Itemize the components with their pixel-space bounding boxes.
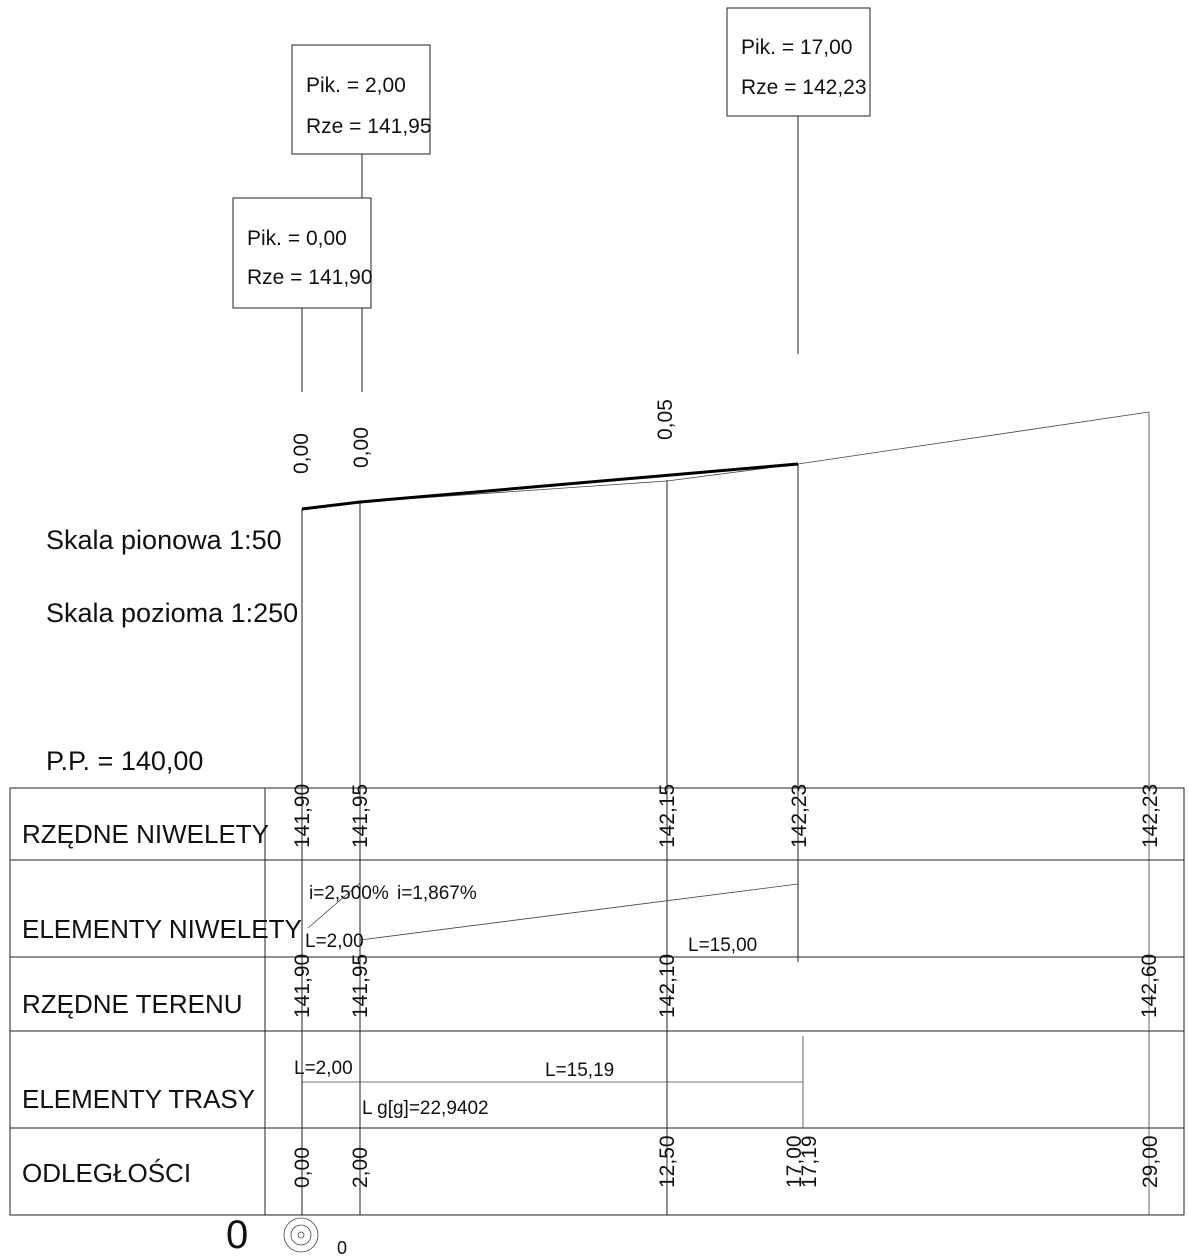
terrain-elevation: 141,95 [349, 954, 372, 1018]
grade-elevation: 141,95 [349, 784, 372, 848]
distance-label: 0,00 [291, 1147, 314, 1188]
station-target-icon [283, 1217, 319, 1253]
grade-elevation: 142,23 [1139, 784, 1162, 848]
terrain-elevation: 142,10 [656, 954, 679, 1018]
vertical-scale-label: Skala pionowa 1:50 [46, 525, 282, 555]
terrain-elevation: 142,60 [1138, 954, 1161, 1018]
slope-label: i=1,867% [397, 883, 477, 904]
station-zero-label: 0 [226, 1213, 248, 1257]
station-zero-small-label: 0 [337, 1238, 347, 1258]
route-curve-label: L g[g]=22,9402 [362, 1098, 489, 1119]
callout-pik-17: Pik. = 17,00 Rze = 142,23 [726, 7, 871, 117]
depth-label: 0,05 [654, 399, 677, 440]
depth-label: 0,00 [290, 433, 313, 474]
grade-element-line [359, 883, 799, 941]
row-label-elementy-trasy: ELEMENTY TRASY [22, 1084, 255, 1114]
terrain-line [301, 411, 1150, 510]
route-length-label: L=2,00 [294, 1058, 353, 1079]
callout-pik-17-station: Pik. = 17,00 [741, 36, 853, 59]
grade-line [301, 462, 799, 511]
callout-pik-0-station: Pik. = 0,00 [247, 227, 347, 250]
callout-pik-2-elevation: Rze = 141,95 [306, 115, 432, 138]
distance-label: 2,00 [349, 1147, 372, 1188]
route-length-label: L=15,19 [545, 1060, 614, 1081]
length-label: L=15,00 [688, 935, 757, 956]
grade-elevation: 142,15 [656, 784, 679, 848]
reference-level-label: P.P. = 140,00 [46, 746, 203, 776]
row-label-odleglosci: ODLEGŁOŚCI [22, 1158, 191, 1188]
callout-pik-2-station: Pik. = 2,00 [306, 74, 406, 97]
distance-label: 12,50 [656, 1135, 679, 1188]
profile-table [9, 787, 1185, 1216]
slope-label: i=2,500% [309, 883, 389, 904]
distance-label: 17,19 [798, 1135, 821, 1188]
grade-elevation: 141,90 [291, 784, 314, 848]
terrain-elevation: 141,90 [291, 954, 314, 1018]
callout-pik-0: Pik. = 0,00 Rze = 141,90 [232, 197, 373, 309]
grade-elevation: 142,23 [788, 784, 811, 848]
row-label-rzedne-terenu: RZĘDNE TERENU [22, 989, 243, 1019]
row-label-elementy-niwelety: ELEMENTY NIWELETY [22, 914, 302, 944]
distance-label: 29,00 [1139, 1135, 1162, 1188]
callout-pik-0-elevation: Rze = 141,90 [247, 266, 373, 289]
row-label-rzedne-niwelety: RZĘDNE NIWELETY [22, 819, 269, 849]
callout-pik-17-elevation: Rze = 142,23 [741, 76, 867, 99]
callout-pik-2: Pik. = 2,00 Rze = 141,95 [291, 44, 432, 155]
grade-element-line [307, 882, 361, 929]
length-label: L=2,00 [305, 931, 364, 952]
horizontal-scale-label: Skala pozioma 1:250 [46, 598, 298, 628]
depth-label: 0,00 [350, 427, 373, 468]
distance-label: 17,00 [783, 1135, 806, 1188]
